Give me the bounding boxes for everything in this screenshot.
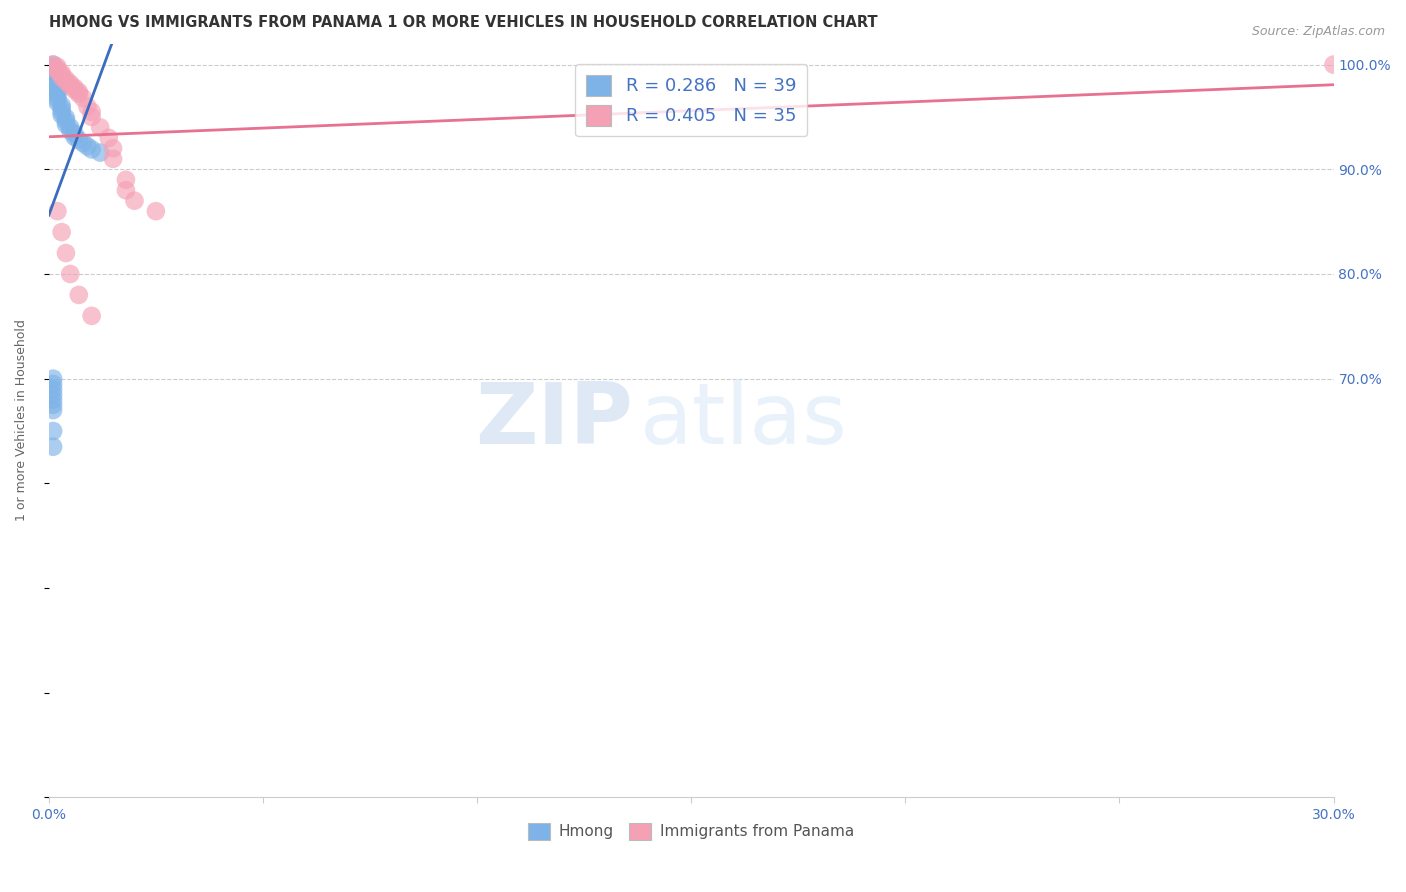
Text: ZIP: ZIP bbox=[475, 379, 633, 462]
Point bbox=[42, 398, 65, 412]
Point bbox=[42, 392, 65, 407]
Point bbox=[67, 133, 90, 147]
Point bbox=[67, 87, 90, 101]
Text: atlas: atlas bbox=[640, 379, 848, 462]
Point bbox=[42, 60, 65, 74]
Point bbox=[55, 74, 77, 88]
Point bbox=[80, 110, 103, 124]
Point bbox=[42, 70, 65, 85]
Point bbox=[80, 142, 103, 156]
Point bbox=[42, 372, 65, 386]
Point bbox=[51, 225, 73, 239]
Point bbox=[42, 67, 65, 81]
Point bbox=[42, 387, 65, 401]
Point bbox=[42, 382, 65, 396]
Point bbox=[46, 83, 69, 97]
Point bbox=[46, 63, 69, 78]
Point bbox=[63, 129, 86, 144]
Point bbox=[55, 117, 77, 131]
Point bbox=[80, 104, 103, 119]
Point bbox=[72, 91, 94, 105]
Point bbox=[59, 120, 82, 135]
Point bbox=[42, 424, 65, 438]
Point bbox=[51, 104, 73, 119]
Point bbox=[46, 62, 69, 76]
Point bbox=[46, 92, 69, 106]
Point bbox=[76, 139, 98, 153]
Point bbox=[51, 68, 73, 82]
Point bbox=[51, 70, 73, 85]
Point bbox=[55, 246, 77, 260]
Point bbox=[115, 183, 138, 197]
Point bbox=[51, 102, 73, 116]
Point bbox=[145, 204, 167, 219]
Point bbox=[72, 136, 94, 150]
Text: HMONG VS IMMIGRANTS FROM PANAMA 1 OR MORE VEHICLES IN HOUSEHOLD CORRELATION CHAR: HMONG VS IMMIGRANTS FROM PANAMA 1 OR MOR… bbox=[49, 15, 877, 30]
Point bbox=[42, 376, 65, 391]
Legend: Hmong, Immigrants from Panama: Hmong, Immigrants from Panama bbox=[522, 816, 860, 847]
Point bbox=[55, 72, 77, 87]
Point bbox=[42, 63, 65, 78]
Point bbox=[46, 60, 69, 74]
Point bbox=[55, 111, 77, 125]
Point bbox=[51, 98, 73, 112]
Point bbox=[46, 89, 69, 103]
Point bbox=[101, 152, 124, 166]
Point bbox=[42, 79, 65, 94]
Text: Source: ZipAtlas.com: Source: ZipAtlas.com bbox=[1251, 25, 1385, 38]
Y-axis label: 1 or more Vehicles in Household: 1 or more Vehicles in Household bbox=[15, 319, 28, 522]
Point bbox=[124, 194, 146, 208]
Point bbox=[51, 66, 73, 80]
Point bbox=[42, 77, 65, 91]
Point bbox=[80, 309, 103, 323]
Point bbox=[42, 57, 65, 71]
Point bbox=[101, 141, 124, 155]
Point bbox=[89, 145, 111, 160]
Point bbox=[63, 127, 86, 141]
Point bbox=[59, 78, 82, 93]
Point bbox=[46, 86, 69, 100]
Point bbox=[67, 85, 90, 99]
Point bbox=[51, 108, 73, 122]
Point bbox=[97, 131, 120, 145]
Point bbox=[42, 440, 65, 454]
Point bbox=[46, 95, 69, 110]
Point bbox=[59, 123, 82, 137]
Point bbox=[76, 99, 98, 113]
Point bbox=[42, 73, 65, 87]
Point bbox=[115, 173, 138, 187]
Point bbox=[67, 288, 90, 302]
Point bbox=[46, 204, 69, 219]
Point bbox=[42, 403, 65, 417]
Point bbox=[55, 114, 77, 128]
Point bbox=[59, 77, 82, 91]
Point bbox=[42, 57, 65, 71]
Point bbox=[63, 80, 86, 95]
Point bbox=[59, 267, 82, 281]
Point bbox=[1322, 57, 1344, 71]
Point bbox=[63, 83, 86, 97]
Point bbox=[42, 61, 65, 75]
Point bbox=[89, 120, 111, 135]
